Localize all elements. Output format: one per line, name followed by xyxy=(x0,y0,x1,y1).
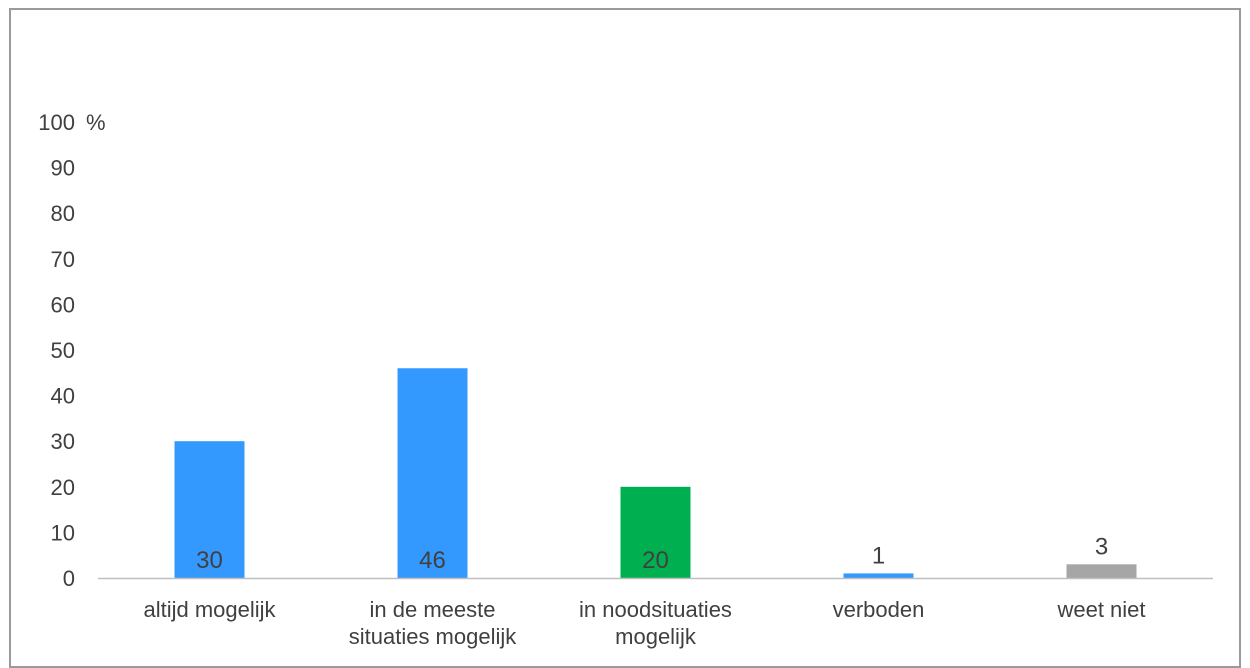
y-tick-label: 20 xyxy=(51,475,75,500)
category-label-line: situaties mogelijk xyxy=(349,624,518,649)
y-tick-label: 0 xyxy=(63,566,75,591)
data-label: 46 xyxy=(419,547,446,574)
bar xyxy=(620,486,691,578)
category-label-line: in noodsituaties xyxy=(579,597,732,622)
y-tick-label: 90 xyxy=(51,156,75,181)
y-tick-label: 100 xyxy=(38,110,75,135)
category-label: in de meeste situaties mogelijk xyxy=(349,597,518,649)
y-tick-label: 60 xyxy=(51,292,75,317)
category-label: verboden xyxy=(833,597,925,622)
y-tick-label: 50 xyxy=(51,338,75,363)
category-label-line: weet niet xyxy=(1056,597,1145,622)
data-label: 1 xyxy=(872,542,885,569)
y-tick-label: 40 xyxy=(51,384,75,409)
category-label: altijd mogelijk xyxy=(143,597,276,622)
data-label: 30 xyxy=(196,547,223,574)
category-labels: altijd mogelijk in de meeste situaties mog… xyxy=(143,597,1145,649)
y-tick-label: 30 xyxy=(51,429,75,454)
y-axis-ticks: 0 10 20 30 40 50 60 70 80 90 100 xyxy=(38,110,75,591)
bar xyxy=(397,368,468,578)
bar xyxy=(843,573,914,578)
data-label: 3 xyxy=(1095,533,1108,560)
y-tick-label: 80 xyxy=(51,201,75,226)
y-tick-label: 10 xyxy=(51,520,75,545)
category-label-line: mogelijk xyxy=(615,624,697,649)
category-label: weet niet xyxy=(1056,597,1145,622)
data-label: 20 xyxy=(642,547,669,574)
category-label-line: altijd mogelijk xyxy=(143,597,276,622)
bars xyxy=(174,368,1137,578)
bar xyxy=(174,441,245,578)
category-label: in noodsituaties mogelijk xyxy=(579,597,732,649)
y-tick-label: 70 xyxy=(51,247,75,272)
category-label-line: verboden xyxy=(833,597,925,622)
bar xyxy=(1066,564,1137,578)
y-axis-unit-label: % xyxy=(86,110,106,135)
data-labels: 30 46 20 1 3 xyxy=(196,533,1108,574)
category-label-line: in de meeste xyxy=(370,597,496,622)
